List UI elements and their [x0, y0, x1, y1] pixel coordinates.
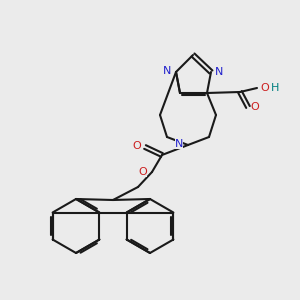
Text: H: H: [271, 83, 279, 93]
Text: O: O: [250, 102, 260, 112]
Text: N: N: [175, 139, 183, 149]
Text: O: O: [139, 167, 147, 177]
Text: N: N: [215, 67, 223, 77]
Text: O: O: [261, 83, 269, 93]
Text: N: N: [163, 66, 171, 76]
Text: O: O: [133, 141, 141, 151]
